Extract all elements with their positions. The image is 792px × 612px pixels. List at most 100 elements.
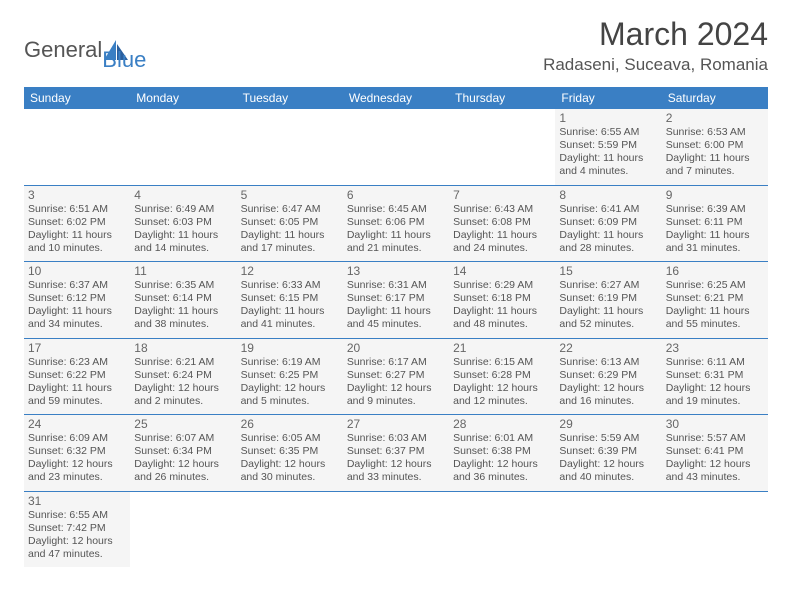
calendar-cell [237,109,343,185]
location-text: Radaseni, Suceava, Romania [543,55,768,75]
logo-text-blue: Blue [102,50,146,70]
calendar-cell: 6Sunrise: 6:45 AMSunset: 6:06 PMDaylight… [343,185,449,262]
daylight-line: Daylight: 12 hours and 26 minutes. [134,458,232,484]
daylight-line: Daylight: 11 hours and 59 minutes. [28,382,126,408]
day-number: 14 [453,264,551,278]
daylight-line: Daylight: 12 hours and 12 minutes. [453,382,551,408]
calendar-cell: 3Sunrise: 6:51 AMSunset: 6:02 PMDaylight… [24,185,130,262]
header: General Blue March 2024 Radaseni, Suceav… [24,16,768,75]
daylight-line: Daylight: 12 hours and 23 minutes. [28,458,126,484]
calendar-cell: 30Sunrise: 5:57 AMSunset: 6:41 PMDayligh… [662,415,768,492]
sunrise-line: Sunrise: 6:45 AM [347,203,445,216]
calendar-cell [237,491,343,567]
calendar-cell: 11Sunrise: 6:35 AMSunset: 6:14 PMDayligh… [130,262,236,339]
day-number: 30 [666,417,764,431]
sunrise-line: Sunrise: 6:25 AM [666,279,764,292]
sunrise-line: Sunrise: 6:13 AM [559,356,657,369]
sunset-line: Sunset: 6:25 PM [241,369,339,382]
day-number: 15 [559,264,657,278]
calendar-cell: 31Sunrise: 6:55 AMSunset: 7:42 PMDayligh… [24,491,130,567]
day-number: 7 [453,188,551,202]
sunrise-line: Sunrise: 6:17 AM [347,356,445,369]
daylight-line: Daylight: 11 hours and 41 minutes. [241,305,339,331]
sunset-line: Sunset: 6:27 PM [347,369,445,382]
calendar-cell: 28Sunrise: 6:01 AMSunset: 6:38 PMDayligh… [449,415,555,492]
day-header: Sunday [24,87,130,109]
sunset-line: Sunset: 6:00 PM [666,139,764,152]
calendar-cell: 26Sunrise: 6:05 AMSunset: 6:35 PMDayligh… [237,415,343,492]
daylight-line: Daylight: 12 hours and 33 minutes. [347,458,445,484]
calendar-cell [449,109,555,185]
daylight-line: Daylight: 11 hours and 21 minutes. [347,229,445,255]
sunrise-line: Sunrise: 6:55 AM [559,126,657,139]
calendar-cell [130,109,236,185]
daylight-line: Daylight: 11 hours and 31 minutes. [666,229,764,255]
calendar-week: 3Sunrise: 6:51 AMSunset: 6:02 PM Daylight… [24,185,768,262]
calendar-cell: 29Sunrise: 5:59 AMSunset: 6:39 PMDayligh… [555,415,661,492]
daylight-line: Daylight: 12 hours and 36 minutes. [453,458,551,484]
daylight-line: Daylight: 12 hours and 16 minutes. [559,382,657,408]
day-number: 1 [559,111,657,125]
sunset-line: Sunset: 6:37 PM [347,445,445,458]
sunrise-line: Sunrise: 6:03 AM [347,432,445,445]
day-number: 16 [666,264,764,278]
sunrise-line: Sunrise: 6:53 AM [666,126,764,139]
calendar-cell [343,491,449,567]
sunrise-line: Sunrise: 6:39 AM [666,203,764,216]
sunrise-line: Sunrise: 6:49 AM [134,203,232,216]
sunrise-line: Sunrise: 5:57 AM [666,432,764,445]
sunrise-line: Sunrise: 6:31 AM [347,279,445,292]
day-number: 11 [134,264,232,278]
calendar-week: 24Sunrise: 6:09 AMSunset: 6:32 PMDayligh… [24,415,768,492]
daylight-line: Daylight: 12 hours and 19 minutes. [666,382,764,408]
sunrise-line: Sunrise: 6:01 AM [453,432,551,445]
daylight-line: Daylight: 11 hours and 48 minutes. [453,305,551,331]
day-number: 22 [559,341,657,355]
calendar-cell: 27Sunrise: 6:03 AMSunset: 6:37 PMDayligh… [343,415,449,492]
sunset-line: Sunset: 6:05 PM [241,216,339,229]
sunset-line: Sunset: 6:35 PM [241,445,339,458]
sunrise-line: Sunrise: 6:15 AM [453,356,551,369]
day-number: 3 [28,188,126,202]
sunrise-line: Sunrise: 6:19 AM [241,356,339,369]
calendar-cell: 20Sunrise: 6:17 AMSunset: 6:27 PMDayligh… [343,338,449,415]
day-header: Saturday [662,87,768,109]
calendar-cell: 22Sunrise: 6:13 AMSunset: 6:29 PMDayligh… [555,338,661,415]
title-block: March 2024 Radaseni, Suceava, Romania [543,16,768,75]
day-number: 17 [28,341,126,355]
daylight-line: Daylight: 12 hours and 5 minutes. [241,382,339,408]
day-number: 29 [559,417,657,431]
sunrise-line: Sunrise: 6:37 AM [28,279,126,292]
sunrise-line: Sunrise: 6:05 AM [241,432,339,445]
day-number: 21 [453,341,551,355]
sunset-line: Sunset: 6:29 PM [559,369,657,382]
day-number: 20 [347,341,445,355]
day-number: 9 [666,188,764,202]
calendar-cell: 5Sunrise: 6:47 AMSunset: 6:05 PMDaylight… [237,185,343,262]
sunset-line: Sunset: 6:19 PM [559,292,657,305]
day-number: 18 [134,341,232,355]
day-number: 24 [28,417,126,431]
daylight-line: Daylight: 12 hours and 43 minutes. [666,458,764,484]
sunset-line: Sunset: 6:22 PM [28,369,126,382]
daylight-line: Daylight: 11 hours and 4 minutes. [559,152,657,178]
sunset-line: Sunset: 6:18 PM [453,292,551,305]
sunrise-line: Sunrise: 6:35 AM [134,279,232,292]
calendar-cell: 21Sunrise: 6:15 AMSunset: 6:28 PMDayligh… [449,338,555,415]
day-header-row: SundayMondayTuesdayWednesdayThursdayFrid… [24,87,768,109]
sunset-line: Sunset: 6:21 PM [666,292,764,305]
sunrise-line: Sunrise: 6:09 AM [28,432,126,445]
sunrise-line: Sunrise: 6:51 AM [28,203,126,216]
day-number: 10 [28,264,126,278]
calendar-week: 31Sunrise: 6:55 AMSunset: 7:42 PMDayligh… [24,491,768,567]
month-title: March 2024 [543,16,768,53]
calendar-cell: 14Sunrise: 6:29 AMSunset: 6:18 PMDayligh… [449,262,555,339]
calendar-cell [449,491,555,567]
calendar-cell: 15Sunrise: 6:27 AMSunset: 6:19 PMDayligh… [555,262,661,339]
calendar-cell: 17Sunrise: 6:23 AMSunset: 6:22 PMDayligh… [24,338,130,415]
daylight-line: Daylight: 11 hours and 55 minutes. [666,305,764,331]
sunrise-line: Sunrise: 6:41 AM [559,203,657,216]
sunset-line: Sunset: 6:15 PM [241,292,339,305]
sunset-line: Sunset: 6:02 PM [28,216,126,229]
calendar-cell: 18Sunrise: 6:21 AMSunset: 6:24 PMDayligh… [130,338,236,415]
